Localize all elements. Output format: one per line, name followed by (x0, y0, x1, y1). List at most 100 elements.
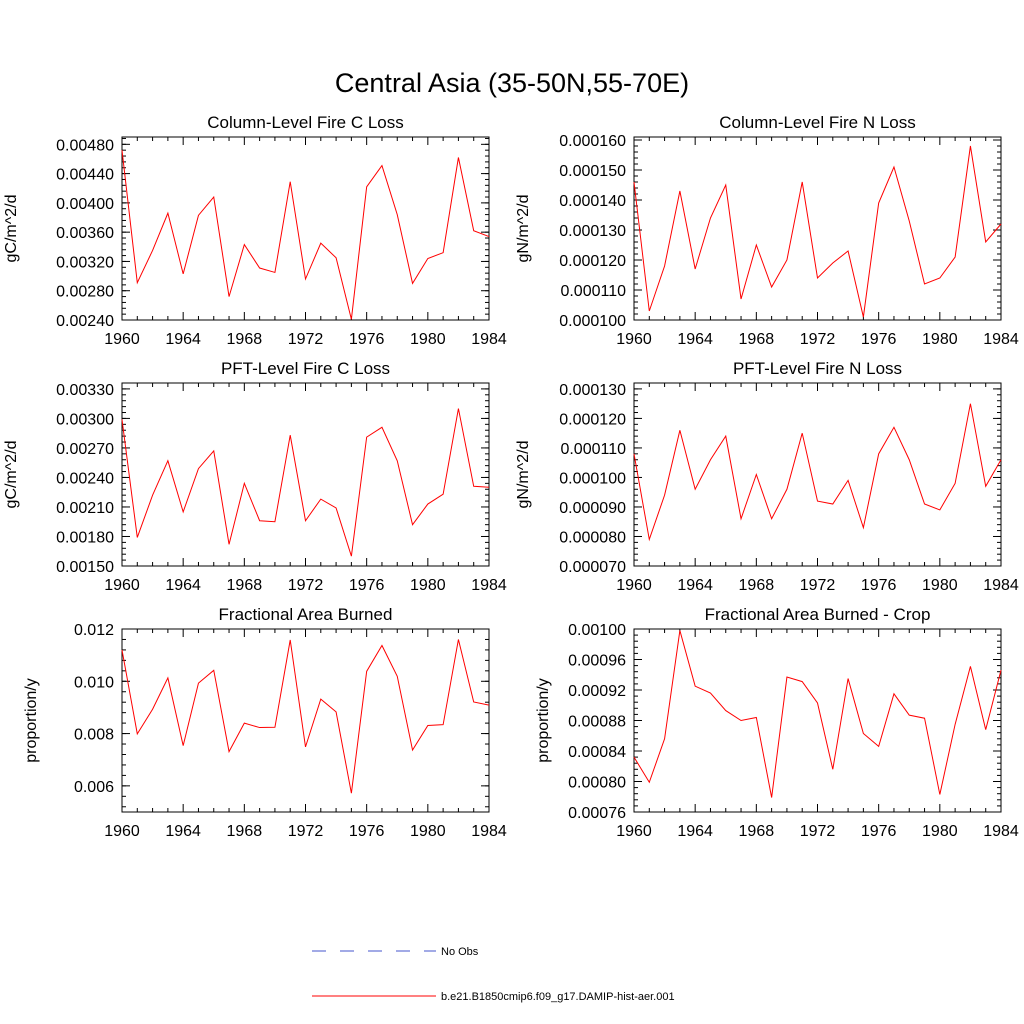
panel-title: Column-Level Fire C Loss (207, 113, 404, 132)
y-tick-label: 0.00210 (56, 500, 114, 517)
chart-fractional-area-burned-crop: 1960 1964 1968 1972 1976 1980 1984 0.00076 0.000… (535, 605, 1019, 840)
chart-pft-level-fire-c-loss: 1960 1964 1968 1972 1976 1980 1984 0.00150 0.001… (3, 359, 507, 594)
panel-title: PFT-Level Fire C Loss (221, 359, 390, 378)
y-axis-label: gN/m^2/d (515, 195, 532, 263)
y-tick-label: 0.00320 (56, 254, 114, 271)
legend-no-obs-label: No Obs (441, 946, 479, 958)
y-tick-label: 0.00076 (568, 805, 626, 822)
panel-title: Fractional Area Burned - Crop (705, 605, 931, 624)
x-tick-label: 1976 (861, 577, 897, 594)
panels-group: 1960 1964 1968 1972 1976 1980 1984 0.00240 0.002… (3, 113, 1019, 840)
x-tick-label: 1972 (800, 331, 836, 348)
series-line (121, 150, 490, 320)
x-tick-label: 1960 (616, 823, 652, 840)
legend: No Obs b.e21.B1850cmip6.f09_g17.DAMIP-hi… (312, 946, 675, 1003)
chart-fractional-area-burned: 1960 1964 1968 1972 1976 1980 1984 0.006 0.008 0.… (23, 605, 507, 840)
y-tick-label: 0.010 (74, 674, 114, 691)
y-tick-label: 0.00100 (568, 622, 626, 639)
x-tick-label: 1976 (349, 577, 385, 594)
x-tick-label: 1972 (800, 823, 836, 840)
y-tick-label: 0.000070 (559, 559, 626, 576)
x-tick-label: 1960 (616, 331, 652, 348)
y-tick-label: 0.000150 (559, 163, 626, 180)
chart-pft-level-fire-n-loss: 1960 1964 1968 1972 1976 1980 1984 0.000070 0.00… (515, 359, 1019, 594)
x-tick-label: 1972 (288, 823, 324, 840)
x-tick-label: 1984 (983, 331, 1019, 348)
y-tick-label: 0.012 (74, 622, 114, 639)
y-tick-label: 0.000090 (559, 500, 626, 517)
x-tick-label: 1984 (471, 577, 507, 594)
y-tick-label: 0.00440 (56, 167, 114, 184)
x-tick-label: 1964 (677, 577, 713, 594)
series-line (121, 408, 490, 557)
series-line (633, 403, 1002, 542)
y-tick-label: 0.000100 (559, 313, 626, 330)
y-tick-label: 0.00280 (56, 284, 114, 301)
x-tick-label: 1980 (922, 823, 958, 840)
y-axis-label: gC/m^2/d (3, 195, 20, 263)
y-tick-label: 0.000100 (559, 470, 626, 487)
y-tick-label: 0.00300 (56, 411, 114, 428)
panel-title: Fractional Area Burned (219, 605, 393, 624)
y-tick-label: 0.00270 (56, 441, 114, 458)
y-tick-label: 0.000130 (559, 223, 626, 240)
x-tick-label: 1968 (739, 331, 775, 348)
y-tick-label: 0.00084 (568, 744, 626, 761)
y-axis-label: proportion/y (23, 678, 40, 763)
y-tick-label: 0.000110 (560, 441, 626, 458)
y-tick-label: 0.00240 (56, 470, 114, 487)
x-tick-label: 1984 (983, 577, 1019, 594)
x-tick-label: 1964 (165, 823, 201, 840)
panel-title: PFT-Level Fire N Loss (733, 359, 902, 378)
x-tick-label: 1964 (165, 577, 201, 594)
x-tick-label: 1968 (739, 577, 775, 594)
x-tick-label: 1960 (104, 331, 140, 348)
x-tick-label: 1984 (471, 331, 507, 348)
x-tick-label: 1976 (861, 331, 897, 348)
panel-title: Column-Level Fire N Loss (719, 113, 916, 132)
y-tick-label: 0.00080 (568, 775, 626, 792)
y-tick-label: 0.00360 (56, 225, 114, 242)
x-tick-label: 1968 (227, 331, 263, 348)
y-tick-label: 0.00150 (56, 559, 114, 576)
y-tick-label: 0.00092 (568, 683, 626, 700)
x-tick-label: 1964 (677, 331, 713, 348)
x-tick-label: 1960 (616, 577, 652, 594)
x-tick-label: 1968 (227, 823, 263, 840)
x-tick-label: 1980 (410, 331, 446, 348)
x-tick-label: 1960 (104, 823, 140, 840)
x-tick-label: 1964 (677, 823, 713, 840)
x-tick-label: 1960 (104, 577, 140, 594)
x-tick-label: 1984 (471, 823, 507, 840)
y-tick-label: 0.00088 (568, 714, 626, 731)
x-tick-label: 1980 (922, 577, 958, 594)
y-tick-label: 0.008 (74, 727, 114, 744)
x-tick-label: 1972 (800, 577, 836, 594)
x-tick-label: 1976 (349, 331, 385, 348)
y-tick-label: 0.00480 (56, 137, 114, 154)
figure-title: Central Asia (35-50N,55-70E) (335, 68, 689, 98)
x-tick-label: 1980 (922, 331, 958, 348)
x-tick-label: 1968 (227, 577, 263, 594)
y-axis-label: gN/m^2/d (515, 441, 532, 509)
legend-model-label: b.e21.B1850cmip6.f09_g17.DAMIP-hist-aer.… (441, 991, 675, 1003)
y-axis-label: gC/m^2/d (3, 441, 20, 509)
x-tick-label: 1976 (861, 823, 897, 840)
x-tick-label: 1964 (165, 331, 201, 348)
y-tick-label: 0.000120 (559, 253, 626, 270)
y-tick-label: 0.00240 (56, 313, 114, 330)
chart-column-level-fire-c-loss: 1960 1964 1968 1972 1976 1980 1984 0.00240 0.002… (3, 113, 507, 348)
x-tick-label: 1980 (410, 823, 446, 840)
chart-column-level-fire-n-loss: 1960 1964 1968 1972 1976 1980 1984 0.000100 0.00… (515, 113, 1019, 348)
y-axis-label: proportion/y (535, 678, 552, 763)
series-line (633, 145, 1002, 318)
y-tick-label: 0.000080 (559, 529, 626, 546)
y-tick-label: 0.00096 (568, 653, 626, 670)
series-line (633, 630, 1002, 798)
y-tick-label: 0.000130 (559, 382, 626, 399)
series-line (121, 639, 490, 794)
y-tick-label: 0.000160 (559, 133, 626, 150)
y-tick-label: 0.00330 (56, 382, 114, 399)
